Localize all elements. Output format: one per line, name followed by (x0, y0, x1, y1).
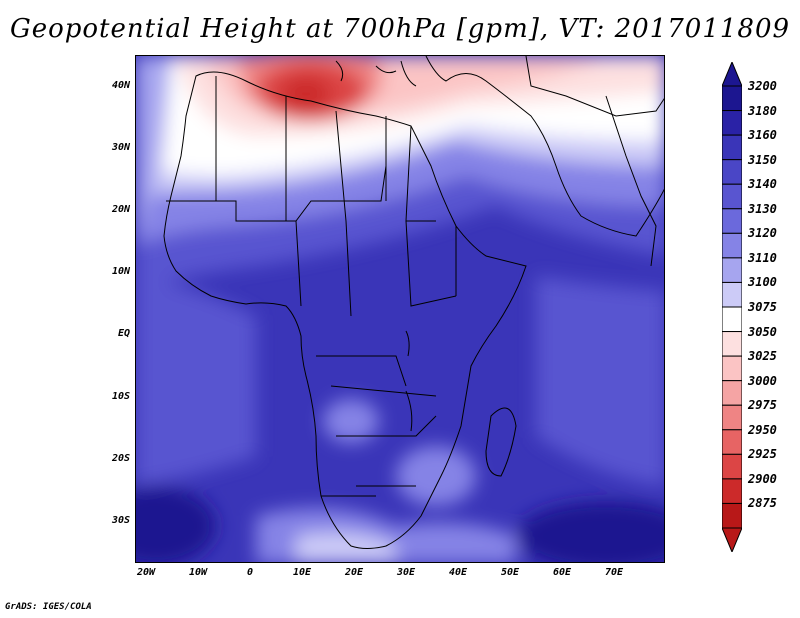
colorbar-swatch (722, 404, 742, 431)
lat-label-40n: 40N (111, 80, 130, 91)
coastlines (163, 56, 664, 549)
colorbar-label: 3150 (748, 152, 777, 167)
colorbar-label: 3200 (748, 79, 777, 93)
india-coastline (605, 95, 657, 267)
lat-label-30n: 30N (111, 142, 130, 153)
lon-label-30e: 30E (396, 567, 416, 578)
lon-label-10e: 10E (292, 567, 312, 578)
lon-label-0: 0 (246, 567, 254, 578)
colorbar-swatch (722, 453, 742, 480)
colorbar-label: 3140 (748, 177, 777, 192)
colorbar-swatch (722, 478, 742, 504)
lat-label-10n: 10N (111, 266, 130, 277)
colorbar-swatch (722, 183, 742, 210)
asia-borders (525, 56, 664, 117)
lon-label-70e: 70E (604, 567, 624, 578)
lake-victoria (405, 330, 410, 357)
lat-label-eq: EQ (117, 328, 130, 339)
colorbar-bottom-arrow (722, 527, 742, 552)
lon-label-40e: 40E (448, 567, 468, 578)
colorbar-swatch (722, 331, 742, 357)
colorbar-label: 3025 (748, 349, 777, 364)
colorbar-label: 2900 (748, 471, 777, 486)
height-field-shading (136, 56, 664, 562)
colorbar-label: 2875 (748, 496, 777, 511)
map-title: Geopotential Height at 700hPa [gpm], VT:… (9, 14, 791, 44)
colorbar-label: 3100 (748, 275, 777, 290)
africa-coastline (163, 71, 527, 549)
colorbar-label: 2925 (748, 447, 777, 462)
colorbar-label: 3075 (748, 300, 777, 314)
colorbar-swatch (722, 257, 742, 283)
colorbar-swatch (722, 208, 742, 234)
colorbar-label: 2975 (748, 398, 777, 413)
colorbar-label: 3120 (748, 226, 777, 241)
lat-label-10s: 10S (111, 391, 130, 402)
colorbar-swatch (722, 306, 742, 333)
colorbar-label: 3180 (748, 103, 777, 118)
colorbar-swatch (722, 134, 742, 161)
colorbar-top-arrow (722, 62, 742, 87)
colorbar (722, 62, 742, 552)
map-canvas (136, 56, 664, 562)
colorbar-label: 2950 (748, 422, 777, 437)
colorbar-swatch (722, 429, 742, 455)
arabia-coastline (425, 56, 664, 237)
lon-label-20e: 20E (344, 567, 364, 578)
lon-label-10w: 10W (188, 567, 208, 578)
colorbar-swatch (722, 355, 742, 382)
lat-label-20s: 20S (111, 453, 130, 464)
lon-label-20w: 20W (136, 567, 156, 578)
colorbar-label: 3000 (748, 373, 777, 388)
colorbar-swatch (722, 502, 742, 529)
colorbar-swatch (722, 159, 742, 185)
colorbar-label: 3110 (748, 250, 777, 265)
map-panel (135, 55, 665, 563)
colorbar-swatch (722, 110, 742, 136)
north-africa-borders (215, 76, 436, 222)
southern-borders (316, 355, 437, 497)
lon-label-60e: 60E (552, 567, 572, 578)
colorbar-label: 3160 (748, 128, 777, 143)
lat-label-30s: 30S (111, 515, 130, 526)
credit-text: GrADS: IGES/COLA (5, 602, 92, 612)
colorbar-label: 3050 (748, 324, 777, 339)
central-borders (295, 220, 457, 317)
mediterranean-islands (335, 60, 417, 87)
colorbar-swatch (722, 380, 742, 406)
lake-malawi (405, 390, 413, 432)
madagascar-coastline (485, 407, 517, 477)
lon-label-50e: 50E (500, 567, 520, 578)
colorbar-label: 3130 (748, 201, 777, 216)
colorbar-swatch (722, 85, 742, 112)
colorbar-swatch (722, 281, 742, 308)
lat-label-20n: 20N (111, 204, 130, 215)
colorbar-swatch (722, 232, 742, 259)
